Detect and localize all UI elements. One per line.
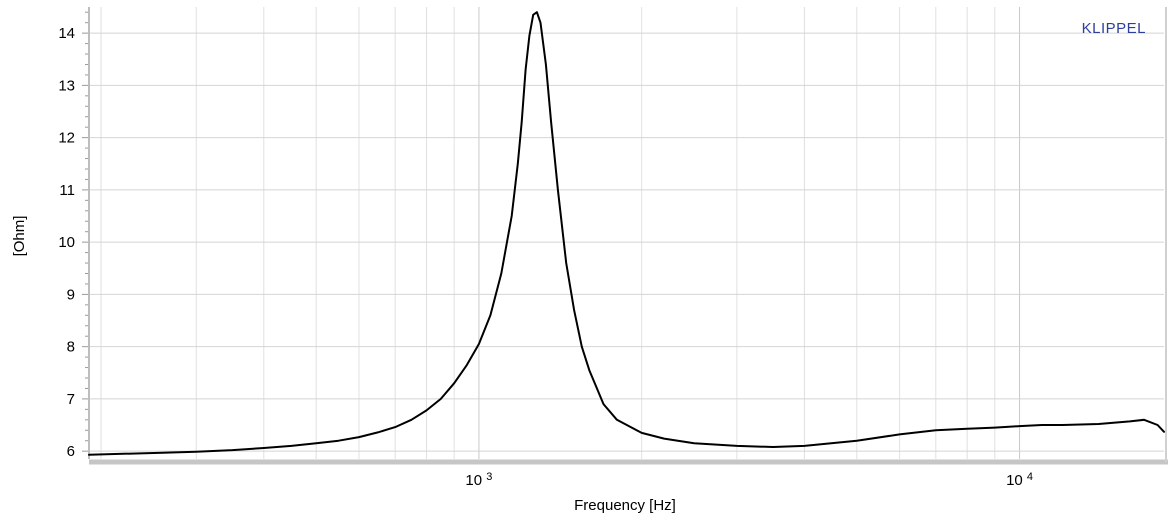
y-tick-label: 9: [67, 286, 75, 303]
y-tick-label: 8: [67, 339, 75, 356]
x-tick-labels: 10 3 10 4: [465, 471, 1033, 489]
x-tick-label: 10 4: [1006, 471, 1033, 489]
series-layer: [88, 11, 1165, 456]
y-tick-label: 6: [67, 443, 75, 460]
klippel-logo: KLIPPEL: [1082, 20, 1146, 37]
y-tick-label: 11: [59, 182, 75, 199]
y-tick-label: 13: [58, 77, 75, 94]
y-tick-label: 10: [58, 234, 75, 251]
y-tick-labels: 6 7 8 9 10 11 12 13 14: [58, 25, 75, 460]
major-grid: [89, 7, 1164, 459]
impedance-curve: [88, 11, 1165, 456]
y-tick-label: 14: [58, 25, 75, 42]
axes: [88, 7, 1168, 465]
y-tick-label: 12: [58, 130, 75, 147]
x-axis-title: Frequency [Hz]: [574, 497, 676, 514]
x-tick-label: 10 3: [465, 471, 492, 489]
y-tick-label: 7: [67, 391, 75, 408]
y-axis-title: [Ohm]: [11, 216, 28, 257]
minor-grid: [100, 7, 996, 459]
